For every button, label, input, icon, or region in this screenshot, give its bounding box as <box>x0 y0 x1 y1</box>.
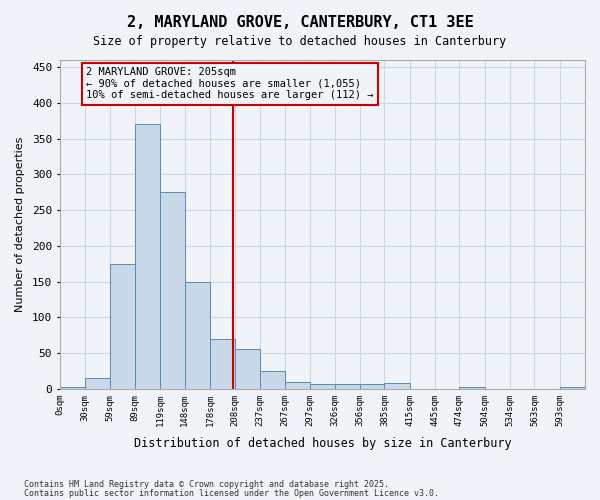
Bar <box>260 371 285 389</box>
Bar <box>110 264 135 389</box>
Bar <box>360 384 385 389</box>
Y-axis label: Number of detached properties: Number of detached properties <box>15 136 25 312</box>
Bar <box>60 388 85 389</box>
Bar <box>285 382 310 389</box>
Text: 2, MARYLAND GROVE, CANTERBURY, CT1 3EE: 2, MARYLAND GROVE, CANTERBURY, CT1 3EE <box>127 15 473 30</box>
Bar <box>135 124 160 389</box>
Bar <box>560 388 585 389</box>
Bar <box>160 192 185 389</box>
Text: Contains public sector information licensed under the Open Government Licence v3: Contains public sector information licen… <box>24 488 439 498</box>
Text: Size of property relative to detached houses in Canterbury: Size of property relative to detached ho… <box>94 35 506 48</box>
Bar <box>460 388 485 389</box>
X-axis label: Distribution of detached houses by size in Canterbury: Distribution of detached houses by size … <box>134 437 511 450</box>
Bar <box>335 384 360 389</box>
Bar <box>385 383 410 389</box>
Bar <box>310 384 335 389</box>
Text: 2 MARYLAND GROVE: 205sqm
← 90% of detached houses are smaller (1,055)
10% of sem: 2 MARYLAND GROVE: 205sqm ← 90% of detach… <box>86 67 373 100</box>
Bar <box>85 378 110 389</box>
Bar <box>210 338 235 389</box>
Text: Contains HM Land Registry data © Crown copyright and database right 2025.: Contains HM Land Registry data © Crown c… <box>24 480 389 489</box>
Bar <box>235 350 260 389</box>
Bar <box>185 282 210 389</box>
